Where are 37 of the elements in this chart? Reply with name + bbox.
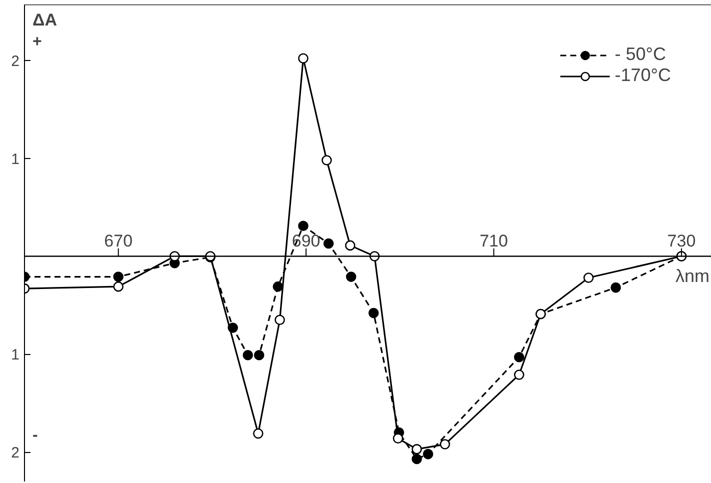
point	[422, 448, 434, 460]
annotation: -	[32, 427, 38, 444]
x-tick-label: 690	[292, 231, 320, 250]
y-axis-title: ΔA	[32, 10, 57, 30]
point	[298, 53, 308, 64]
point	[440, 439, 450, 450]
y-tick-label: 1	[11, 346, 20, 364]
point	[323, 238, 334, 249]
point	[412, 454, 422, 464]
y-tick-label: 1	[11, 150, 20, 168]
point	[113, 272, 124, 282]
point	[583, 272, 594, 283]
legend-label: -170°C	[614, 65, 671, 86]
y-tick-label: 2	[11, 444, 20, 462]
point	[254, 350, 264, 360]
y-tick-label: 2	[11, 52, 20, 70]
point	[253, 428, 264, 439]
x-tick-label: 710	[480, 231, 508, 250]
point	[412, 444, 422, 454]
point	[242, 350, 254, 360]
annotation: +	[32, 34, 42, 50]
point	[298, 220, 308, 231]
point	[322, 155, 332, 166]
x-axis-title: λnm	[675, 266, 710, 286]
x-tick-label: 730	[667, 231, 696, 250]
point	[272, 281, 284, 292]
point	[346, 272, 356, 282]
legend-label: - 50°C	[614, 44, 666, 65]
x-tick-label: 670	[104, 231, 133, 250]
point	[345, 240, 356, 251]
point	[610, 282, 621, 293]
point	[392, 433, 404, 444]
point	[274, 314, 285, 326]
point	[514, 370, 524, 380]
point	[368, 308, 379, 318]
point	[514, 352, 524, 362]
point	[113, 281, 124, 292]
